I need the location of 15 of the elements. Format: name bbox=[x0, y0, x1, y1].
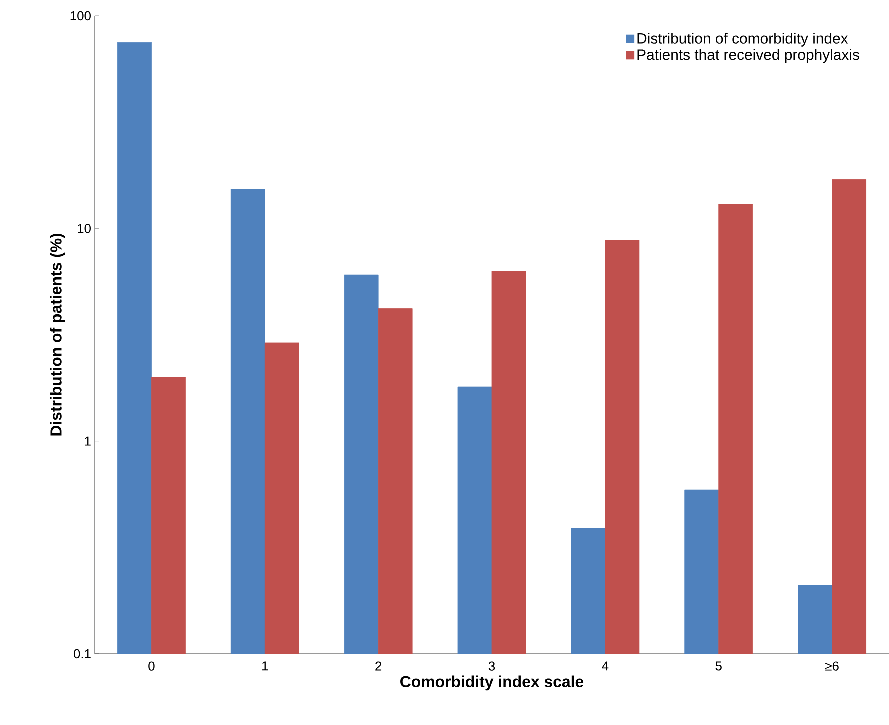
x-tick-label: 2 bbox=[376, 662, 382, 671]
y-tick-label: 100 bbox=[70, 11, 91, 21]
x-axis-title: Comorbidity index scale bbox=[400, 676, 584, 691]
x-tick-label: 1 bbox=[262, 662, 268, 671]
x-tick-label: ≥6 bbox=[826, 662, 839, 671]
legend-label: Patients that received prophylaxis bbox=[638, 49, 860, 64]
legend-label: Distribution of comorbidity index bbox=[638, 32, 848, 47]
x-tick-label: 5 bbox=[716, 662, 722, 671]
x-tick-label: 0 bbox=[148, 662, 155, 671]
x-tick-label: 4 bbox=[602, 662, 609, 671]
y-tick-label: 0.1 bbox=[74, 649, 91, 659]
x-tick-label: 3 bbox=[488, 662, 496, 671]
y-tick-label: 10 bbox=[78, 224, 91, 234]
y-tick-label: 1 bbox=[85, 436, 91, 446]
y-axis-title: Distribution of patients (%) bbox=[50, 234, 66, 436]
